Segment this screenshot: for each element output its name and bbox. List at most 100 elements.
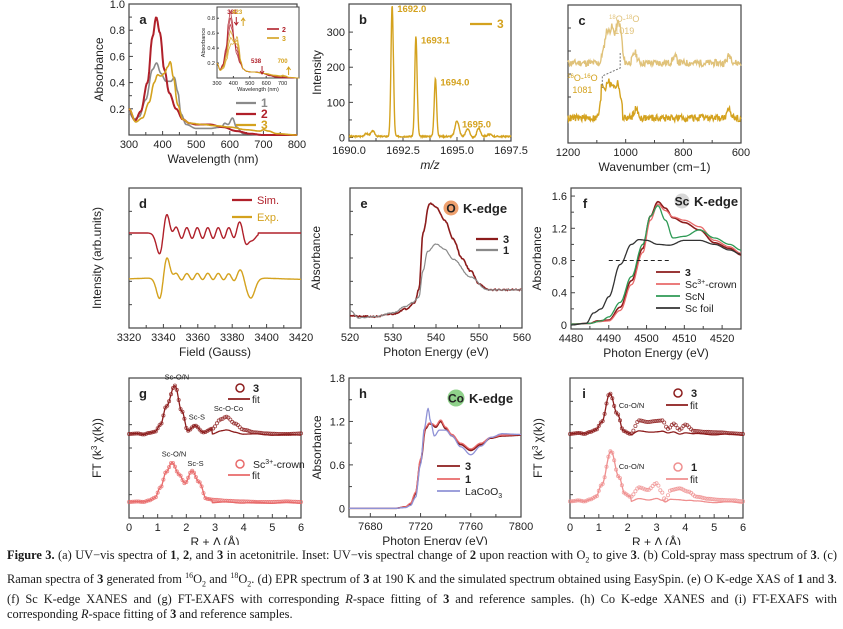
y-axis-label: Absorbance xyxy=(92,37,106,101)
inset-annotation: 700 xyxy=(278,59,289,65)
data-point xyxy=(714,497,719,502)
data-point xyxy=(652,419,657,424)
data-point xyxy=(191,470,196,475)
data-point xyxy=(239,427,244,432)
data-point xyxy=(153,495,158,500)
caption-body: (a) UV−vis spectra of 1, 2, and 3 in ace… xyxy=(7,548,838,622)
data-point xyxy=(679,426,684,431)
data-point xyxy=(685,489,690,494)
legend-marker xyxy=(673,462,683,472)
data-point xyxy=(291,431,296,436)
y-tick-label: 0.2 xyxy=(110,104,125,116)
data-point xyxy=(178,473,183,478)
legend-label: fit xyxy=(252,471,260,482)
x-tick-label: 6 xyxy=(298,522,304,534)
x-axis-label: Photon Energy (eV) xyxy=(603,346,708,360)
x-tick-label: 3400 xyxy=(254,332,278,344)
badge-element: Sc xyxy=(675,195,690,209)
panel-label: d xyxy=(139,196,147,211)
series-sim xyxy=(129,213,301,255)
data-point xyxy=(685,423,690,428)
x-tick-label: 530 xyxy=(384,332,402,344)
series-3 xyxy=(349,202,523,319)
data-point xyxy=(662,420,667,425)
y-tick-label: 0.4 xyxy=(552,288,567,300)
legend-label: 3 xyxy=(503,234,509,246)
data-point xyxy=(708,429,713,434)
panel-title: K-edge xyxy=(469,391,513,406)
data-point xyxy=(633,489,638,494)
data-point xyxy=(245,428,250,433)
figure-label: Figure 3. xyxy=(7,548,55,562)
y-tick-label: 0 xyxy=(339,132,345,144)
y-tick-label: 200 xyxy=(327,62,345,74)
x-tick-label: 6 xyxy=(740,522,746,534)
y-tick-label: 0 xyxy=(561,320,567,332)
data-point xyxy=(729,431,734,436)
x-tick-label: 4480 xyxy=(559,333,583,345)
data-point xyxy=(283,499,288,504)
inset-y-tick-label: 0.2 xyxy=(207,61,215,67)
data-point xyxy=(199,429,204,434)
y-axis-label: Intensity xyxy=(310,50,324,95)
data-point xyxy=(643,487,648,492)
series-16O2 xyxy=(567,78,742,124)
data-point xyxy=(673,423,678,428)
panel-i: 0 1 2 3 4 5 6 R + Δ (Å) FT (k3 χ(k)) i Co-O/N Co-O/… xyxy=(531,377,746,545)
data-point xyxy=(291,499,296,504)
inset-annotation: 423 xyxy=(232,10,243,16)
x-tick-label: 550 xyxy=(470,332,488,344)
y-tick-label: 0 xyxy=(339,503,345,515)
data-point xyxy=(218,417,223,422)
legend-label: 3 xyxy=(685,267,691,279)
legend-label: 3 xyxy=(691,388,697,400)
panel-label: f xyxy=(583,196,588,211)
data-point xyxy=(644,487,649,492)
legend-label: Sc3+-crown xyxy=(253,459,305,471)
panel-label: c xyxy=(578,13,585,28)
inset-x-tick-label: 500 xyxy=(245,81,254,87)
data-point xyxy=(717,497,722,502)
data-point xyxy=(650,419,655,424)
x-tick-label: 600 xyxy=(732,147,750,159)
y-tick-label: 1.2 xyxy=(552,223,567,235)
series-Scfoil xyxy=(571,238,742,326)
data-point xyxy=(596,423,601,428)
data-point xyxy=(656,483,661,488)
data-point xyxy=(741,431,746,436)
data-point xyxy=(714,430,719,435)
data-point xyxy=(660,490,665,495)
x-tick-label: 400 xyxy=(153,139,171,151)
data-point xyxy=(710,497,715,502)
series-1 xyxy=(349,243,523,319)
inset-legend-label: 2 xyxy=(282,27,286,34)
data-point xyxy=(694,494,699,499)
peak-label: 1694.0 xyxy=(440,78,469,89)
plot-frame xyxy=(128,187,302,329)
x-tick-label: 3 xyxy=(212,522,218,534)
peak-annotation: Co-O/N xyxy=(619,462,644,471)
x-tick-label: 7800 xyxy=(509,521,533,533)
x-tick-label: 3320 xyxy=(117,332,141,344)
x-tick-label: 0 xyxy=(567,522,573,534)
series-LaCoO3 xyxy=(349,407,521,509)
data-point xyxy=(712,497,717,502)
x-tick-label: 700 xyxy=(254,139,272,151)
x-axis-label: R + Δ (Å) xyxy=(632,534,681,545)
inset-annotation: 381 xyxy=(227,10,238,16)
data-point xyxy=(641,486,646,491)
y-tick-label: 0.8 xyxy=(110,25,125,37)
legend-label: 3 xyxy=(497,17,504,31)
y-tick-label: 0.4 xyxy=(110,78,125,90)
y-tick-label: 300 xyxy=(327,27,345,39)
fit-line xyxy=(128,461,302,504)
x-tick-label: 7720 xyxy=(408,521,432,533)
data-point xyxy=(241,427,246,432)
x-tick-label: 500 xyxy=(187,139,205,151)
data-point xyxy=(232,421,237,426)
series-18O2 xyxy=(567,19,742,69)
data-point xyxy=(658,488,663,493)
inset-y-tick-label: 0.4 xyxy=(207,46,215,52)
inset-y-tick-label: 0.6 xyxy=(207,31,215,37)
data-point xyxy=(165,403,170,408)
